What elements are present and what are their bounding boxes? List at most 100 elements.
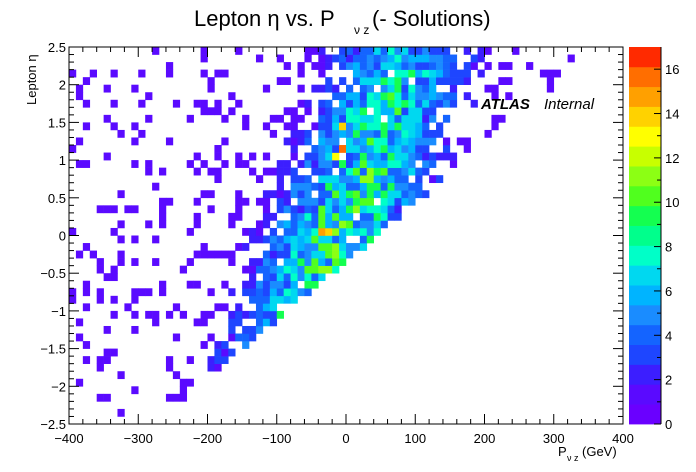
- x-tick-label: −400: [54, 431, 83, 446]
- heatmap-cell: [346, 182, 354, 191]
- heatmap-cell: [221, 303, 229, 312]
- heatmap-cell: [332, 152, 340, 161]
- heatmap-cell: [297, 235, 305, 244]
- heatmap-cell: [380, 62, 388, 70]
- heatmap-cell: [380, 152, 388, 161]
- heatmap-cell: [394, 69, 402, 78]
- heatmap-cell: [262, 265, 271, 274]
- heatmap-cell: [186, 114, 194, 123]
- heatmap-cell: [290, 288, 298, 297]
- heatmap-cell: [131, 258, 139, 266]
- heatmap-cell: [339, 122, 347, 131]
- heatmap-cell: [318, 175, 326, 184]
- heatmap-cell: [380, 84, 388, 93]
- heatmap-cell: [359, 122, 368, 131]
- heatmap-cell: [82, 341, 91, 349]
- heatmap-cell: [214, 167, 222, 176]
- heatmap-cell: [352, 243, 361, 251]
- heatmap-cell: [380, 205, 388, 214]
- heatmap-cell: [332, 92, 340, 101]
- heatmap-cell: [318, 107, 326, 116]
- heatmap-cell: [339, 182, 347, 191]
- heatmap-cell: [401, 114, 409, 123]
- heatmap-cell: [311, 235, 319, 244]
- heatmap-cell: [415, 99, 423, 108]
- heatmap-cell: [352, 114, 361, 123]
- heatmap-cell: [422, 137, 430, 146]
- heatmap-cell: [290, 152, 298, 161]
- heatmap-cell: [387, 129, 395, 138]
- chart-title: Lepton η vs. P ν z (- Solutions): [194, 6, 491, 37]
- heatmap-cell: [311, 47, 319, 55]
- heatmap-cell: [352, 129, 361, 138]
- heatmap-cell: [332, 182, 340, 191]
- heatmap-cell: [352, 205, 361, 214]
- heatmap-cell: [255, 258, 264, 266]
- heatmap-cell: [442, 92, 451, 101]
- heatmap-cell: [339, 77, 347, 85]
- heatmap-cell: [352, 175, 361, 184]
- heatmap-cell: [304, 212, 312, 221]
- heatmap-cell: [255, 318, 264, 327]
- heatmap-cell: [103, 84, 111, 93]
- heatmap-cell: [366, 122, 374, 131]
- heatmap-cell: [346, 190, 354, 199]
- heatmap-cell: [477, 47, 485, 55]
- heatmap-cell: [394, 107, 402, 116]
- heatmap-cell: [242, 227, 250, 236]
- heatmap-cell: [401, 92, 409, 101]
- xlabel-main: P: [558, 444, 567, 459]
- heatmap-cell: [290, 107, 298, 116]
- title-tail: (- Solutions): [372, 6, 491, 31]
- heatmap-cell: [249, 152, 257, 161]
- heatmap-cell: [352, 54, 361, 63]
- heatmap-cell: [477, 54, 485, 63]
- heatmap-cell: [394, 175, 402, 184]
- heatmap-cell: [332, 250, 340, 259]
- color-scale-ticks: 0 2 4 6 8 10 12 14 16: [654, 47, 679, 432]
- heatmap-cell: [470, 99, 478, 108]
- heatmap-cell: [422, 92, 430, 101]
- heatmap-cell: [318, 220, 326, 229]
- heatmap-cell: [283, 167, 291, 176]
- heatmap-cell: [339, 62, 347, 70]
- heatmap-cell: [359, 84, 368, 93]
- heatmap-cell: [325, 250, 333, 259]
- heatmap-cell: [359, 175, 368, 184]
- heatmap-cell: [394, 145, 402, 153]
- heatmap-cell: [359, 182, 368, 191]
- color-scale-swatch: [629, 166, 661, 187]
- heatmap-cell: [387, 77, 395, 85]
- heatmap-cell: [415, 167, 423, 176]
- heatmap-cell: [290, 258, 298, 266]
- heatmap-cell: [159, 197, 167, 206]
- heatmap-cell: [325, 175, 333, 184]
- heatmap-cell: [442, 145, 451, 153]
- heatmap-cell: [262, 295, 271, 304]
- heatmap-cell: [200, 318, 208, 327]
- heatmap-cell: [346, 212, 354, 221]
- heatmap-cell: [311, 273, 319, 282]
- heatmap-cell: [255, 197, 264, 206]
- heatmap-cell: [255, 235, 264, 244]
- heatmap-cell: [207, 288, 215, 297]
- heatmap-cell: [276, 182, 284, 191]
- heatmap-cell: [394, 167, 402, 176]
- heatmap-cell: [152, 310, 160, 319]
- z-tick-label: 2: [665, 373, 672, 388]
- heatmap-cell: [276, 190, 284, 199]
- heatmap-cell: [415, 152, 423, 161]
- heatmap-cell: [311, 280, 319, 289]
- heatmap-cell: [96, 265, 104, 274]
- heatmap-cell: [186, 160, 194, 168]
- heatmap-cell: [442, 62, 451, 70]
- heatmap-cell: [332, 145, 340, 153]
- heatmap-cell: [131, 137, 139, 146]
- heatmap-cell: [394, 152, 402, 161]
- heatmap-cell: [387, 107, 395, 116]
- heatmap-cell: [269, 250, 278, 259]
- heatmap-cell: [325, 152, 333, 161]
- heatmap-cell: [387, 137, 395, 146]
- heatmap-cell: [359, 92, 368, 101]
- heatmap-cell: [235, 310, 243, 319]
